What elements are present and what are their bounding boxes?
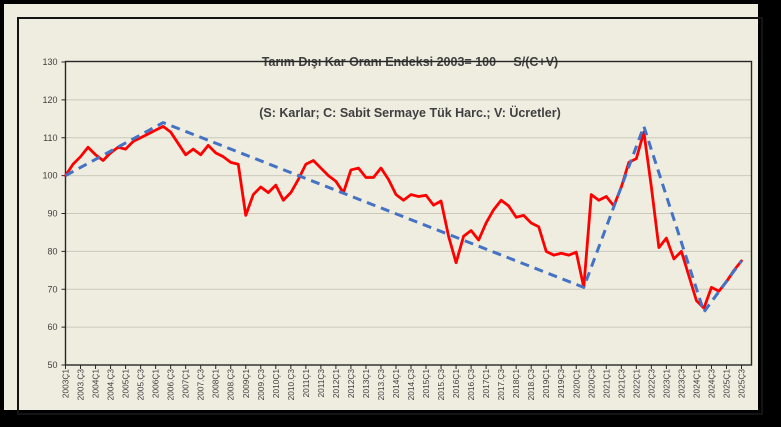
x-axis-tick-label: 2004.Ç3 (106, 369, 116, 401)
x-axis-tick-label: 2013.Ç3 (376, 369, 386, 401)
x-axis-tick-label: 2005Ç1 (121, 369, 131, 398)
x-axis-tick-label: 2006Ç1 (151, 369, 161, 398)
chart-background-panel (4, 4, 763, 415)
x-axis-tick-label: 2024Ç1 (691, 369, 701, 398)
y-axis-tick-label: 100 (42, 171, 57, 181)
trend-series-line (64, 121, 743, 314)
x-axis-tick-label: 2003.Ç3 (76, 369, 86, 401)
y-axis-tick-label: 130 (42, 57, 57, 67)
x-axis-tick-label: 2016Ç1 (451, 369, 461, 398)
x-axis-tick-label: 2004Ç1 (91, 369, 101, 398)
x-axis-tick-label: 2021Ç3 (616, 369, 626, 398)
x-axis-tick-label: 2007.Ç3 (196, 369, 206, 401)
x-axis-tick-label: 2005.Ç3 (136, 369, 146, 401)
x-axis-tick-label: 2020Ç3 (586, 369, 596, 398)
x-axis-tick-label: 2007Ç1 (181, 369, 191, 398)
x-axis-tick-label: 2018Ç1 (511, 369, 521, 398)
profit-rate-series-line (64, 124, 743, 310)
x-axis-tick-label: 2017.Ç3 (496, 369, 506, 401)
x-axis-tick-label: 2014.Ç3 (406, 369, 416, 401)
y-axis-tick-label: 90 (47, 209, 57, 219)
chart-border-frame (17, 17, 763, 415)
x-axis-tick-label: 2022Ç3 (646, 369, 656, 398)
x-axis-tick-label: 2014Ç1 (391, 369, 401, 398)
x-axis-tick-label: 2025Ç1 (721, 369, 731, 398)
x-axis-tick-label: 2011Ç3 (316, 369, 326, 398)
x-axis-tick-label: 2020Ç1 (571, 369, 581, 398)
y-axis-tick-label: 60 (47, 322, 57, 332)
x-axis-tick-label: 2015.Ç3 (436, 369, 446, 401)
x-axis-tick-label: 2010.Ç3 (286, 369, 296, 401)
x-axis-tick-label: 2006.Ç3 (166, 369, 176, 401)
y-axis-tick-label: 80 (47, 246, 57, 256)
x-axis-tick-label: 2017Ç1 (481, 369, 491, 398)
y-axis-tick-label: 110 (43, 133, 57, 143)
x-axis-tick-label: 2013Ç1 (361, 369, 371, 398)
y-axis-tick-label: 50 (47, 360, 57, 370)
y-axis-tick-label: 120 (42, 95, 57, 105)
x-axis-tick-label: 2010Ç1 (271, 369, 281, 398)
x-axis-tick-label: 2009.Ç3 (256, 369, 266, 401)
x-axis-tick-label: 2024Ç3 (706, 369, 716, 398)
chart-subtitle: (S: Karlar; C: Sabit Sermaye Tük Harc.; … (259, 106, 561, 120)
x-axis-tick-label: 2015Ç1 (421, 369, 431, 398)
x-axis-tick-label: 2022Ç1 (631, 369, 641, 398)
x-axis-tick-label: 2021Ç1 (601, 369, 611, 398)
x-axis-tick-label: 2019Ç3 (556, 369, 566, 398)
x-axis-tick-label: 2009Ç1 (241, 369, 251, 398)
x-axis-tick-label: 2025Ç3 (737, 369, 747, 398)
x-axis-tick-label: 2012Ç3 (346, 369, 356, 398)
x-axis-tick-label: 2008Ç1 (211, 369, 221, 398)
x-axis-tick-label: 2011Ç1 (301, 369, 311, 398)
x-axis-tick-label: 2023Ç3 (676, 369, 686, 398)
x-axis-tick-label: 2018.Ç3 (526, 369, 536, 401)
x-axis-tick-label: 2016.Ç3 (466, 369, 476, 401)
x-axis-tick-label: 2012Ç1 (331, 369, 341, 398)
x-axis-tick-label: 2008.Ç3 (226, 369, 236, 401)
y-axis-tick-label: 70 (47, 284, 57, 294)
x-axis-tick-label: 2019Ç1 (541, 369, 551, 398)
x-axis-tick-label: 2003Ç1 (61, 369, 71, 398)
x-axis-tick-label: 2023Ç1 (661, 369, 671, 398)
